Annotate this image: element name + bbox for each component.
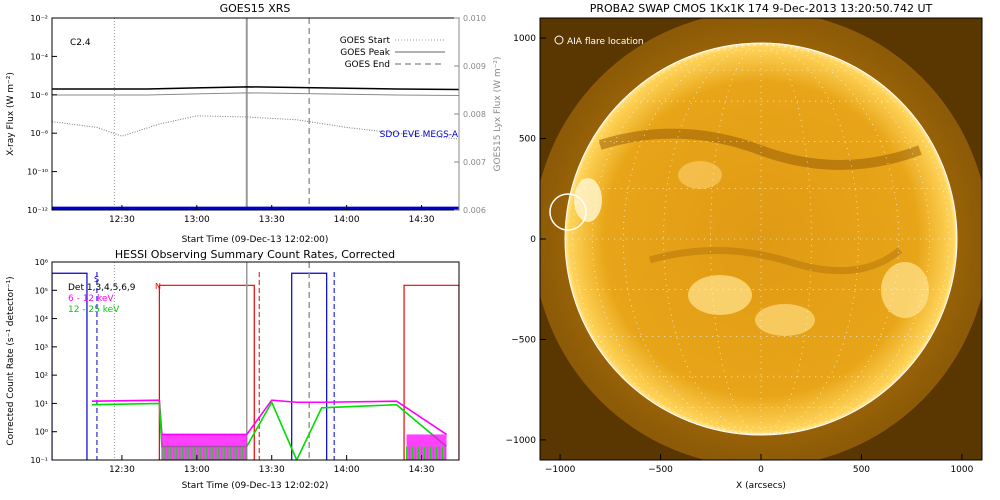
swap-image	[540, 18, 982, 460]
swap-solar-disk	[565, 43, 957, 435]
goes-xtick-label-1: 13:00	[184, 215, 210, 225]
hessi-axes: 12:30 13:00 13:30 14:00 14:30 10⁶ 10⁵ 10⁴ 10³ 10²…	[30, 258, 434, 475]
goes-series-1	[52, 115, 459, 140]
goes-ytick-label-2: 10⁻⁶	[30, 91, 48, 100]
goes-series-0	[52, 86, 459, 91]
goes-axes: 12:30 13:00 13:30 14:00 14:30 10⁻² 10⁻⁴ 10⁻⁶ 10⁻…	[27, 14, 486, 225]
swap-heliographic-grid	[566, 43, 956, 435]
goes-legend-peak: GOES Peak	[340, 48, 390, 58]
hessi-ytick-label-0: 10⁶	[35, 258, 48, 267]
swap-longitude-line	[572, 43, 762, 435]
goes-plot-area	[52, 18, 459, 210]
swap-ytick-label-2: 0	[530, 235, 536, 245]
goes-frame	[51, 17, 460, 211]
active-region-west	[881, 262, 929, 318]
swap-axes: −1000 −500 0 500 1000 1000 500 0 −500 −1000	[506, 34, 974, 475]
swap-flare-location-marker	[549, 193, 587, 231]
hessi-flag-3	[403, 284, 459, 460]
hessi-ytick-label-3: 10³	[35, 343, 48, 352]
hessi-ytick-label-4: 10²	[35, 371, 48, 380]
goes-xtick-label-2: 13:30	[259, 215, 285, 225]
swap-ytick-label-4: −1000	[506, 436, 537, 446]
goes-xtick-label-4: 14:30	[409, 215, 435, 225]
hessi-xtick-label-3: 14:00	[334, 465, 360, 475]
goes-xrs-panel: GOES15 XRS 12:30 13:00 13:30 14:00 14:30 10⁻²…	[6, 2, 503, 245]
swap-xtick-label-0: −1000	[545, 465, 576, 475]
goes-ytick-label-5: 10⁻¹²	[27, 206, 48, 215]
swap-xlabel: X (arcsecs)	[736, 481, 786, 491]
goes-y2tick-label-2: 0.008	[463, 110, 486, 119]
hessi-series-1	[91, 400, 448, 460]
hessi-xtick-label-2: 13:30	[259, 465, 285, 475]
goes-xtick-label-3: 14:00	[334, 215, 360, 225]
goes-y2tick-label-4: 0.006	[463, 206, 486, 215]
filament-channel	[598, 128, 922, 170]
swap-ytick-label-3: −500	[511, 335, 536, 345]
hessi-ytick-label-5: 10¹	[35, 399, 48, 408]
hessi-xtick-label-1: 13:00	[184, 465, 210, 475]
hessi-ytick-label-7: 10⁻¹	[30, 456, 48, 465]
goes-ytick-label-0: 10⁻²	[30, 14, 48, 23]
goes-ytick-label-1: 10⁻⁴	[30, 52, 48, 61]
goes-megs-label: SDO EVE MEGS-A	[380, 130, 459, 140]
goes-ylabel: X-ray Flux (W m⁻²)	[6, 72, 16, 156]
goes-series-0-shadow	[52, 92, 459, 96]
hessi-legend-detectors: Det 1,3,4,5,6,9	[68, 283, 136, 293]
active-region-south-west	[688, 275, 752, 315]
swap-title: PROBA2 SWAP CMOS 1Kx1K 174 9-Dec-2013 13…	[590, 2, 933, 15]
goes-y2tick-label-3: 0.007	[463, 158, 486, 167]
active-region-east-limb	[574, 178, 602, 222]
goes-legend: GOES Start GOES Peak GOES End	[340, 36, 445, 70]
hessi-ylabel: Corrected Count Rate (s⁻¹ detector⁻¹)	[6, 276, 16, 445]
swap-limb-circle	[564, 42, 958, 436]
hessi-ytick-label-2: 10⁴	[35, 315, 48, 324]
hessi-saa-flag: S	[94, 275, 99, 284]
swap-legend-label: AIA flare location	[567, 37, 644, 47]
active-region-south-center	[755, 304, 815, 336]
hessi-xtick-label-4: 14:30	[409, 465, 435, 475]
goes-xlabel: Start Time (09-Dec-13 12:02:00)	[182, 235, 329, 245]
hessi-xtick-label-0: 12:30	[109, 465, 135, 475]
swap-xtick-label-2: 0	[758, 465, 764, 475]
hessi-xlabel: Start Time (09-Dec-13 12:02:02)	[182, 481, 329, 491]
dark-channel-south	[649, 246, 903, 275]
swap-xtick-label-4: 1000	[950, 465, 973, 475]
goes-xtick-label-0: 12:30	[109, 215, 135, 225]
goes-ytick-label-4: 10⁻¹⁰	[27, 168, 48, 177]
hessi-ytick-label-1: 10⁵	[35, 286, 48, 295]
swap-active-regions	[574, 128, 929, 336]
hessi-legend-high: 12 - 25 keV	[68, 305, 120, 315]
goes-ytick-label-3: 10⁻⁸	[30, 129, 48, 138]
hessi-ytick-label-6: 10⁰	[35, 428, 48, 437]
hessi-flag-0	[52, 272, 88, 460]
goes-annotation: C2.4	[70, 38, 91, 48]
goes-title: GOES15 XRS	[220, 2, 291, 15]
hessi-plot-area	[52, 262, 459, 460]
hessi-title: HESSI Observing Summary Count Rates, Cor…	[115, 248, 395, 261]
hessi-night-flag: N	[155, 282, 161, 291]
swap-xtick-label-1: −500	[648, 465, 673, 475]
goes-y2tick-label-1: 0.009	[463, 62, 486, 71]
swap-image-panel: PROBA2 SWAP CMOS 1Kx1K 174 9-Dec-2013 13…	[506, 2, 983, 491]
active-region-north	[678, 161, 722, 189]
goes-y2label: GOES15 Lyx Flux (W m⁻²)	[493, 57, 503, 172]
hessi-flag-1	[158, 284, 255, 460]
hessi-count-rates-panel: HESSI Observing Summary Count Rates, Cor…	[6, 248, 460, 491]
swap-legend-circle	[554, 35, 564, 45]
hessi-frame	[51, 261, 460, 461]
goes-legend-start: GOES Start	[340, 36, 391, 46]
swap-longitude-line	[760, 43, 950, 435]
swap-legend: AIA flare location	[554, 35, 644, 47]
swap-ytick-label-0: 1000	[513, 34, 536, 44]
goes-y2tick-label-0: 0.010	[463, 14, 486, 23]
swap-ytick-label-1: 500	[519, 135, 536, 145]
swap-xtick-label-3: 500	[853, 465, 870, 475]
hessi-legend: Det 1,3,4,5,6,9 6 - 12 keV 12 - 25 keV	[68, 283, 136, 315]
goes-legend-end: GOES End	[345, 60, 390, 70]
hessi-legend-low: 6 - 12 keV	[68, 294, 114, 304]
